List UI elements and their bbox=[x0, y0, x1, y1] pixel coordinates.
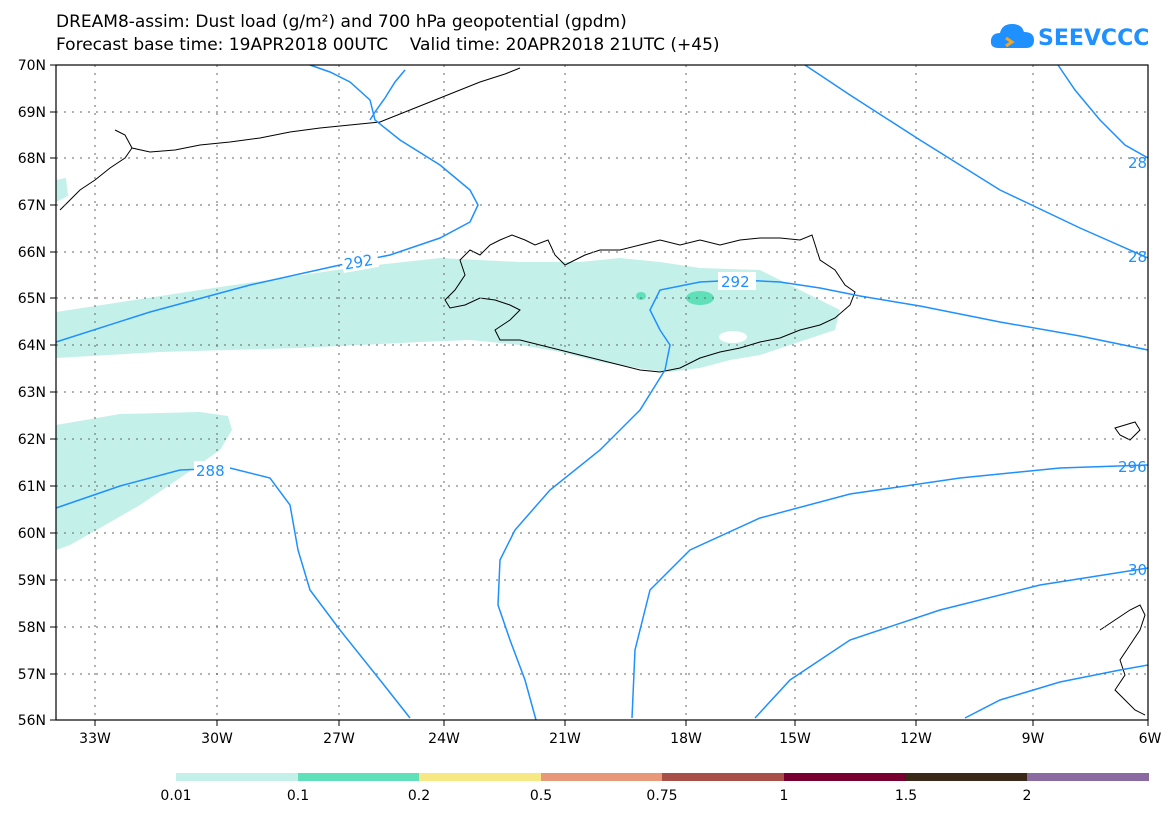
coastline-scotland bbox=[1099, 421, 1146, 716]
cloud-icon bbox=[990, 24, 1034, 48]
contour-292 bbox=[55, 64, 479, 343]
lon-label: 30W bbox=[201, 731, 233, 747]
dust-gap bbox=[719, 331, 747, 343]
contour-28-upper bbox=[1057, 64, 1149, 159]
colorbar-swatch bbox=[1027, 773, 1149, 781]
colorbar-label: 0.5 bbox=[530, 788, 552, 804]
contour-292-east bbox=[497, 279, 1149, 721]
lat-label: 62N bbox=[18, 432, 46, 448]
lon-label: 24W bbox=[428, 731, 460, 747]
forecast-time-info: Forecast base time: 19APR2018 00UTC Vali… bbox=[56, 35, 720, 55]
dust-plume-north bbox=[56, 258, 840, 372]
lat-label: 57N bbox=[18, 667, 46, 683]
lat-label: 69N bbox=[18, 105, 46, 121]
colorbar-swatch bbox=[541, 773, 662, 781]
colorbar-swatch bbox=[906, 773, 1027, 781]
coastline-iceland bbox=[444, 234, 856, 373]
colorbar bbox=[176, 773, 1149, 781]
colorbar-swatch bbox=[419, 773, 541, 781]
lat-label: 56N bbox=[18, 713, 46, 729]
colorbar-swatch bbox=[662, 773, 784, 781]
contour-label-292-west: 292 bbox=[343, 251, 374, 274]
lon-label: 12W bbox=[900, 731, 932, 747]
lon-label: 33W bbox=[79, 731, 111, 747]
dust-load-shading bbox=[56, 178, 840, 550]
dust-plume-south bbox=[56, 412, 232, 550]
lat-label: 66N bbox=[18, 245, 46, 261]
lat-label: 59N bbox=[18, 573, 46, 589]
latitude-labels: 70N 69N 68N 67N 66N 65N 64N 63N 62N 61N … bbox=[18, 58, 46, 729]
colorbar-labels: 0.01 0.1 0.2 0.5 0.75 1 1.5 2 bbox=[160, 788, 1031, 804]
contour-labels: 292 292 288 28 28 296 30 bbox=[194, 154, 1147, 579]
lat-label: 67N bbox=[18, 198, 46, 214]
seevccc-logo: SEEVCCC bbox=[988, 18, 1150, 58]
axis-ticks bbox=[50, 64, 1149, 726]
lon-label: 18W bbox=[670, 731, 702, 747]
contour-296 bbox=[631, 464, 1149, 719]
geopotential-contours bbox=[55, 64, 1149, 721]
lon-label: 9W bbox=[1022, 731, 1045, 747]
colorbar-swatch bbox=[784, 773, 906, 781]
contour-label-28-upper: 28 bbox=[1128, 154, 1147, 172]
logo-text: SEEVCCC bbox=[1038, 26, 1150, 51]
graticule bbox=[56, 65, 1148, 720]
lat-label: 70N bbox=[18, 58, 46, 74]
colorbar-label: 0.75 bbox=[646, 788, 677, 804]
longitude-labels: 33W 30W 27W 24W 21W 18W 15W 12W 9W 6W bbox=[79, 731, 1161, 747]
lon-label: 27W bbox=[323, 731, 355, 747]
contour-28-lower bbox=[804, 64, 1149, 259]
coastlines bbox=[59, 67, 1146, 716]
contour-label-288: 288 bbox=[196, 462, 225, 480]
colorbar-swatch bbox=[176, 773, 298, 781]
lon-label: 21W bbox=[549, 731, 581, 747]
colorbar-label: 2 bbox=[1023, 788, 1032, 804]
lat-label: 61N bbox=[18, 479, 46, 495]
coastline-greenland bbox=[59, 67, 521, 211]
contour-label-292-east: 292 bbox=[721, 273, 750, 291]
lat-label: 68N bbox=[18, 151, 46, 167]
contour-label-28-lower: 28 bbox=[1128, 248, 1147, 266]
colorbar-swatch bbox=[298, 773, 419, 781]
contour-300 bbox=[754, 567, 1149, 719]
lat-label: 63N bbox=[18, 385, 46, 401]
colorbar-label: 1.5 bbox=[895, 788, 917, 804]
lon-label: 6W bbox=[1139, 731, 1162, 747]
dust-core-2 bbox=[636, 292, 646, 300]
map-title: DREAM8-assim: Dust load (g/m²) and 700 h… bbox=[56, 12, 627, 32]
lat-label: 58N bbox=[18, 620, 46, 636]
lat-label: 64N bbox=[18, 338, 46, 354]
colorbar-label: 1 bbox=[780, 788, 789, 804]
colorbar-label: 0.2 bbox=[408, 788, 430, 804]
contour-label-296: 296 bbox=[1118, 458, 1147, 476]
dust-plume-west-edge bbox=[56, 178, 68, 202]
lat-label: 60N bbox=[18, 526, 46, 542]
lon-label: 15W bbox=[779, 731, 811, 747]
contour-304 bbox=[964, 664, 1149, 719]
colorbar-label: 0.1 bbox=[287, 788, 309, 804]
colorbar-label: 0.01 bbox=[160, 788, 191, 804]
lat-label: 65N bbox=[18, 291, 46, 307]
dust-core-1 bbox=[686, 291, 714, 305]
contour-label-30: 30 bbox=[1128, 561, 1147, 579]
contour-288 bbox=[55, 467, 411, 719]
